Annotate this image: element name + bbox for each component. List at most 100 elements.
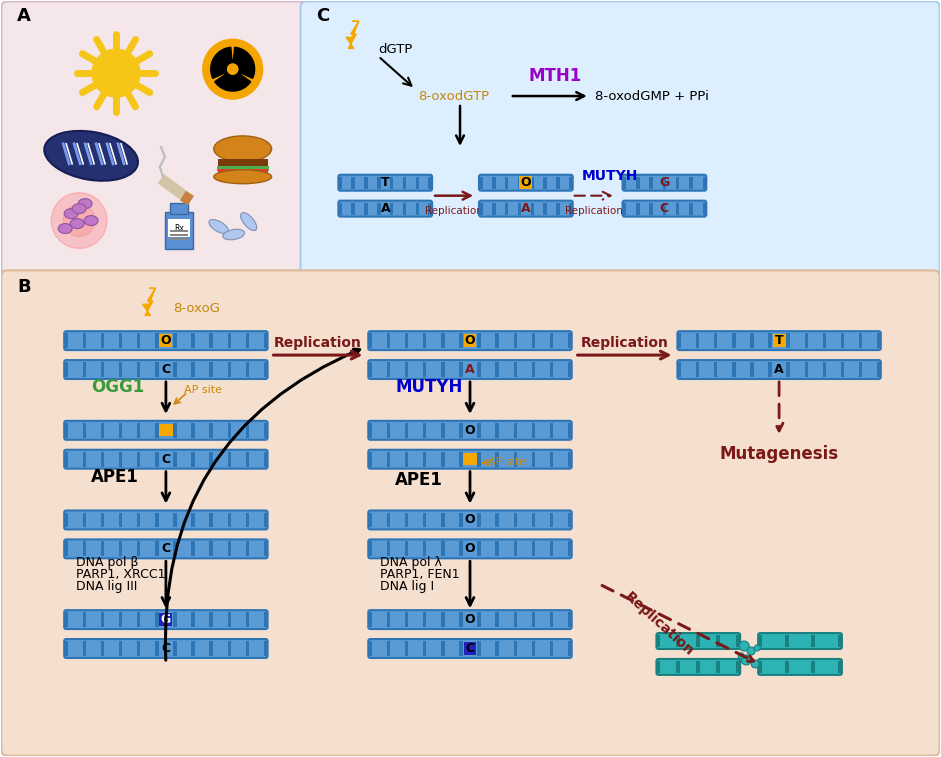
Bar — [787, 333, 789, 348]
Bar — [64, 452, 68, 466]
Bar — [496, 452, 499, 466]
Text: Replication: Replication — [581, 336, 668, 350]
Bar — [877, 362, 881, 377]
Bar — [716, 661, 720, 673]
Bar — [369, 452, 372, 466]
Bar — [83, 452, 86, 466]
Text: C: C — [161, 363, 170, 376]
Ellipse shape — [72, 204, 87, 213]
Bar — [822, 333, 826, 348]
Bar — [623, 203, 627, 214]
Bar — [210, 333, 213, 348]
Text: G: G — [161, 613, 171, 626]
Bar — [479, 176, 483, 188]
Bar — [119, 541, 122, 556]
Bar — [369, 333, 372, 348]
FancyBboxPatch shape — [479, 175, 573, 191]
Bar — [550, 612, 553, 627]
Bar — [477, 641, 481, 656]
Bar — [173, 362, 177, 377]
Bar — [841, 333, 844, 348]
Bar — [364, 203, 368, 214]
Bar — [165, 212, 193, 250]
Bar — [837, 635, 842, 647]
Bar — [64, 362, 68, 377]
Bar — [550, 541, 553, 556]
Bar — [568, 641, 571, 656]
Bar — [428, 203, 432, 214]
Bar — [369, 512, 372, 528]
Text: A: A — [774, 363, 784, 376]
FancyBboxPatch shape — [758, 633, 842, 649]
Circle shape — [740, 641, 749, 651]
Bar — [441, 423, 444, 438]
Bar — [568, 512, 571, 528]
Bar — [649, 176, 653, 188]
Ellipse shape — [84, 216, 98, 226]
Ellipse shape — [223, 229, 245, 240]
Bar — [416, 203, 419, 214]
Bar — [496, 362, 499, 377]
Bar — [137, 541, 140, 556]
FancyBboxPatch shape — [479, 201, 573, 217]
Bar — [496, 541, 499, 556]
Text: C: C — [161, 542, 170, 556]
Bar — [155, 362, 159, 377]
Bar — [405, 541, 408, 556]
Bar — [228, 641, 231, 656]
FancyBboxPatch shape — [678, 360, 881, 379]
Bar — [155, 333, 159, 348]
Polygon shape — [215, 69, 250, 91]
Bar — [64, 333, 68, 348]
Bar — [170, 238, 188, 239]
Bar — [441, 452, 444, 466]
Circle shape — [228, 64, 238, 74]
Text: A: A — [380, 202, 391, 215]
Bar — [496, 512, 499, 528]
Bar — [246, 541, 249, 556]
FancyBboxPatch shape — [64, 510, 267, 529]
Bar — [137, 512, 140, 528]
Bar — [159, 613, 172, 626]
Bar — [159, 424, 173, 436]
Bar — [550, 512, 553, 528]
Bar — [119, 612, 122, 627]
Bar — [785, 661, 789, 673]
Bar — [758, 661, 762, 673]
Bar — [228, 541, 231, 556]
FancyBboxPatch shape — [64, 540, 267, 559]
Bar — [496, 423, 499, 438]
Bar — [714, 333, 717, 348]
Bar — [568, 362, 571, 377]
Bar — [101, 362, 104, 377]
Bar — [191, 512, 195, 528]
Bar — [191, 541, 195, 556]
Bar — [228, 362, 231, 377]
Circle shape — [754, 645, 760, 651]
FancyBboxPatch shape — [657, 659, 741, 675]
Bar — [568, 541, 571, 556]
Bar — [532, 333, 535, 348]
Bar — [532, 452, 535, 466]
Bar — [387, 423, 391, 438]
Bar — [191, 333, 195, 348]
Bar — [369, 362, 372, 377]
Bar — [263, 512, 267, 528]
Bar — [64, 423, 68, 438]
Text: G: G — [660, 176, 670, 189]
Bar — [496, 641, 499, 656]
Bar — [155, 512, 159, 528]
Circle shape — [63, 204, 95, 236]
Bar — [423, 423, 426, 438]
Text: OGG1: OGG1 — [91, 378, 144, 396]
Bar — [837, 661, 842, 673]
Bar — [477, 333, 481, 348]
Bar — [877, 333, 881, 348]
Bar — [464, 642, 476, 655]
Text: O: O — [465, 513, 475, 526]
Bar — [811, 661, 815, 673]
Bar — [750, 333, 754, 348]
Bar — [477, 612, 481, 627]
Bar — [173, 423, 177, 438]
Bar — [377, 176, 380, 188]
